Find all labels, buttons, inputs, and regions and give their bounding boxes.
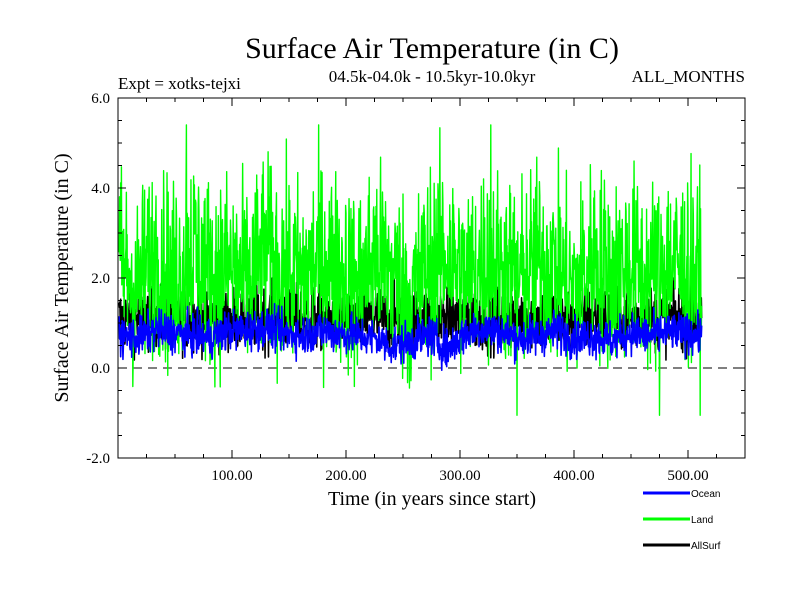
y-tick-label: 4.0: [91, 181, 110, 197]
months-label: ALL_MONTHS: [632, 67, 745, 86]
chart-subtitle: 04.5k-04.0k - 10.5kyr-10.0kyr: [329, 67, 536, 86]
axis-ticks: 100.00 200.00 300.00 400.00 500.00 -2.0 0.0 2.0…: [86, 91, 745, 484]
series-line-land: [118, 124, 703, 416]
chart-title: Surface Air Temperature (in C): [245, 32, 619, 65]
y-tick-label: 0.0: [91, 361, 110, 377]
legend-label-land: Land: [691, 515, 713, 526]
series-line-ocean: [118, 302, 703, 372]
x-tick-label: 100.00: [211, 468, 252, 484]
y-axis-label: Surface Air Temperature (in C): [51, 153, 73, 402]
x-tick-label: 200.00: [325, 468, 366, 484]
experiment-label: Expt = xotks-tejxi: [118, 74, 241, 93]
y-tick-label: -2.0: [86, 451, 110, 467]
y-tick-label: 2.0: [91, 271, 110, 287]
x-axis-label: Time (in years since start): [328, 488, 536, 510]
y-tick-label: 6.0: [91, 91, 110, 107]
legend-label-ocean: Ocean: [691, 489, 720, 500]
plot-area: [118, 124, 745, 416]
x-tick-label: 300.00: [439, 468, 480, 484]
legend: Ocean Land AllSurf: [643, 489, 721, 552]
legend-label-allsurf: AllSurf: [691, 541, 721, 552]
x-tick-label: 400.00: [553, 468, 594, 484]
x-tick-label: 500.00: [667, 468, 708, 484]
